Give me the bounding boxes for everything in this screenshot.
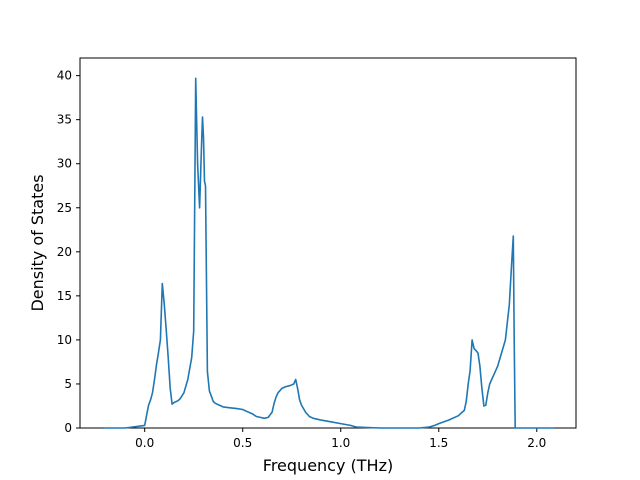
y-tick-label: 10 [57, 333, 72, 347]
y-tick-label: 5 [64, 377, 72, 391]
y-tick-label: 0 [64, 421, 72, 435]
x-axis-title: Frequency (THz) [263, 456, 393, 475]
y-axis-ticks: 0 5 10 15 20 25 30 35 40 [57, 69, 80, 435]
x-axis-ticks: 0.0 0.5 1.0 1.5 2.0 [135, 428, 546, 450]
series-line-density-of-states [103, 77, 555, 429]
x-tick-label: 1.0 [331, 436, 350, 450]
y-tick-label: 40 [57, 69, 72, 83]
x-tick-label: 1.5 [429, 436, 448, 450]
x-tick-label: 2.0 [527, 436, 546, 450]
y-axis-title: Density of States [28, 174, 47, 311]
y-tick-label: 20 [57, 245, 72, 259]
y-tick-label: 35 [57, 113, 72, 127]
plot-frame [79, 57, 577, 429]
x-tick-label: 0.5 [233, 436, 252, 450]
y-tick-label: 25 [57, 201, 72, 215]
y-tick-label: 15 [57, 289, 72, 303]
x-tick-label: 0.0 [135, 436, 154, 450]
y-tick-label: 30 [57, 157, 72, 171]
